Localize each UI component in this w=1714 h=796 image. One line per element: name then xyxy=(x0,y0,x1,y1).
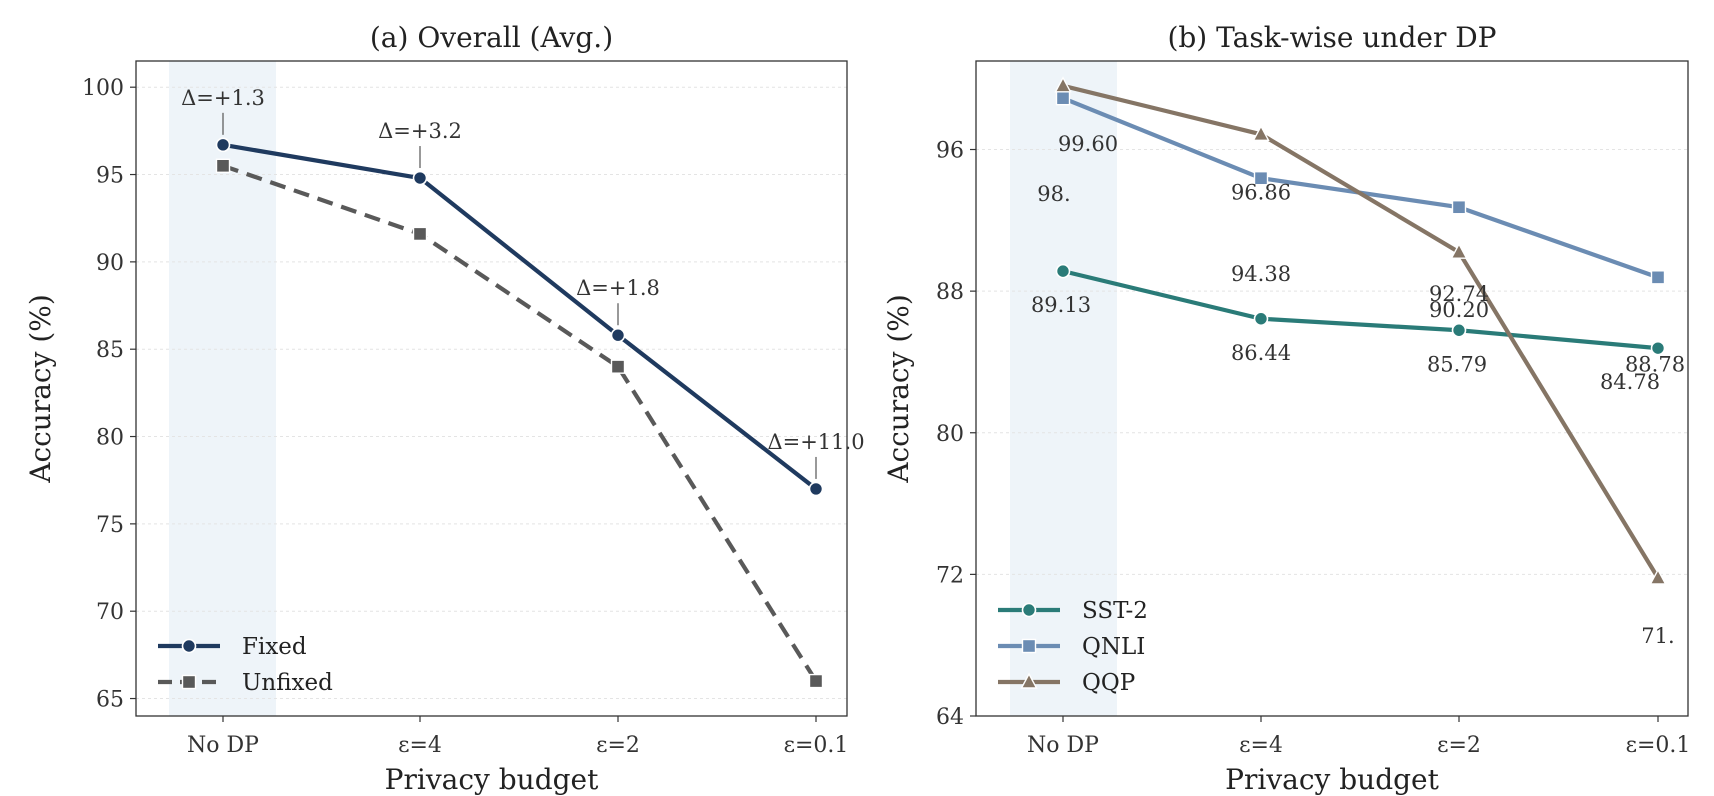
data-label-qqp: 99.60 xyxy=(1058,132,1118,156)
data-point-unfixed xyxy=(610,359,626,374)
plot-frame xyxy=(135,60,848,717)
x-axis-label: Privacy budget xyxy=(385,763,599,796)
data-point-qqp xyxy=(1252,124,1270,141)
y-tick-label: 95 xyxy=(96,164,124,189)
legend: SST-2 QNLI QQP xyxy=(998,598,1148,696)
y-axis-label: Accuracy (%) xyxy=(882,294,915,484)
x-tick-label: No DP xyxy=(187,733,259,758)
x-tick-label: ε=2 xyxy=(596,733,640,758)
legend-label: Unfixed xyxy=(242,670,333,696)
y-tick-label: 80 xyxy=(96,426,124,451)
series-line-sst-2 xyxy=(1062,269,1659,351)
series-line-fixed xyxy=(222,142,818,491)
legend: Fixed Unfixed xyxy=(158,634,333,696)
data-label-qnli: 88.78 xyxy=(1625,352,1685,376)
y-tick-label: 100 xyxy=(82,76,124,101)
y-tick-label: 70 xyxy=(96,600,124,625)
data-point-qqp xyxy=(1054,76,1072,93)
legend-label: QNLI xyxy=(1082,634,1145,660)
y-tick-label: 85 xyxy=(96,338,124,363)
y-tick-label: 96 xyxy=(936,139,964,164)
series-group xyxy=(1054,76,1667,585)
data-label-sst-2: 84.78 xyxy=(1600,370,1660,394)
x-tick-label: ε=4 xyxy=(398,733,442,758)
x-tick-label: No DP xyxy=(1027,733,1099,758)
legend-marker xyxy=(1021,638,1037,654)
y-axis-label: Accuracy (%) xyxy=(24,294,57,484)
x-tick-label: ε=2 xyxy=(1437,733,1481,758)
delta-annotation: Δ=+11.0 xyxy=(767,430,864,454)
legend-label: SST-2 xyxy=(1082,598,1148,624)
data-point-unfixed xyxy=(412,226,428,242)
y-tick-label: 65 xyxy=(96,688,124,713)
series-group xyxy=(215,137,824,689)
data-point-qnli xyxy=(1451,200,1467,215)
delta-annotation: Δ=+3.2 xyxy=(378,119,462,143)
data-point-qnli xyxy=(1055,90,1071,106)
chart-title: (a) Overall (Avg.) xyxy=(370,21,613,54)
data-point-fixed xyxy=(610,327,626,343)
legend-marker xyxy=(181,638,197,654)
series-line-qnli xyxy=(1062,96,1659,280)
y-tick-label: 64 xyxy=(936,705,964,730)
data-label-sst-2: 89.13 xyxy=(1031,293,1091,317)
y-tick-label: 88 xyxy=(936,280,964,305)
legend-marker xyxy=(1021,602,1037,618)
panel-overall: 65 70 75 80 85 90 95 100 No DP ε=4 ε=2 ε=0.1 (a) Ove… xyxy=(24,21,865,796)
legend-label: Fixed xyxy=(242,634,307,660)
data-point-qqp xyxy=(1649,568,1667,585)
data-point-sst-2 xyxy=(1055,263,1071,279)
data-label-qqp: 90.20 xyxy=(1429,298,1489,322)
data-label-sst-2: 86.44 xyxy=(1231,341,1291,365)
y-tick-label: 90 xyxy=(96,251,124,276)
chart-title: (b) Task-wise under DP xyxy=(1167,21,1496,54)
data-label-qqp: 96.86 xyxy=(1231,180,1291,204)
y-tick-label: 75 xyxy=(96,513,124,538)
legend-label: QQP xyxy=(1082,670,1135,696)
data-point-fixed xyxy=(412,170,428,186)
legend-marker xyxy=(181,674,197,690)
data-label-qnli: 98. xyxy=(1037,182,1070,206)
x-tick-label: ε=0.1 xyxy=(1626,733,1691,758)
data-label-qqp: 71. xyxy=(1641,624,1674,648)
x-tick-label: ε=4 xyxy=(1239,733,1283,758)
delta-annotation: Δ=+1.8 xyxy=(576,276,660,300)
data-point-qnli xyxy=(1650,270,1666,285)
data-point-unfixed xyxy=(215,158,231,174)
series-line-unfixed xyxy=(222,163,818,683)
data-point-fixed xyxy=(808,481,824,497)
data-label-qnli: 94.38 xyxy=(1231,262,1291,286)
data-point-qnli xyxy=(1253,170,1269,186)
plot-frame xyxy=(975,60,1689,717)
data-label-sst-2: 85.79 xyxy=(1427,352,1487,376)
data-point-fixed xyxy=(215,137,231,153)
data-point-sst-2 xyxy=(1650,340,1666,356)
x-axis-label: Privacy budget xyxy=(1225,763,1439,796)
data-label-qnli: 92.74 xyxy=(1429,282,1489,306)
data-point-sst-2 xyxy=(1451,322,1467,338)
panel-taskwise: 64 72 80 88 96 No DP ε=4 ε=2 ε=0.1 (b) Task-wise … xyxy=(882,21,1690,796)
series-line-qqp xyxy=(1062,83,1660,580)
y-tick-label: 80 xyxy=(936,422,964,447)
data-point-qqp xyxy=(1450,242,1468,259)
x-tick-label: ε=0.1 xyxy=(784,733,849,758)
y-tick-label: 72 xyxy=(936,563,964,588)
legend-marker xyxy=(1020,672,1038,689)
data-point-unfixed xyxy=(808,673,824,689)
data-point-sst-2 xyxy=(1253,311,1269,327)
delta-annotation: Δ=+1.3 xyxy=(181,86,265,110)
